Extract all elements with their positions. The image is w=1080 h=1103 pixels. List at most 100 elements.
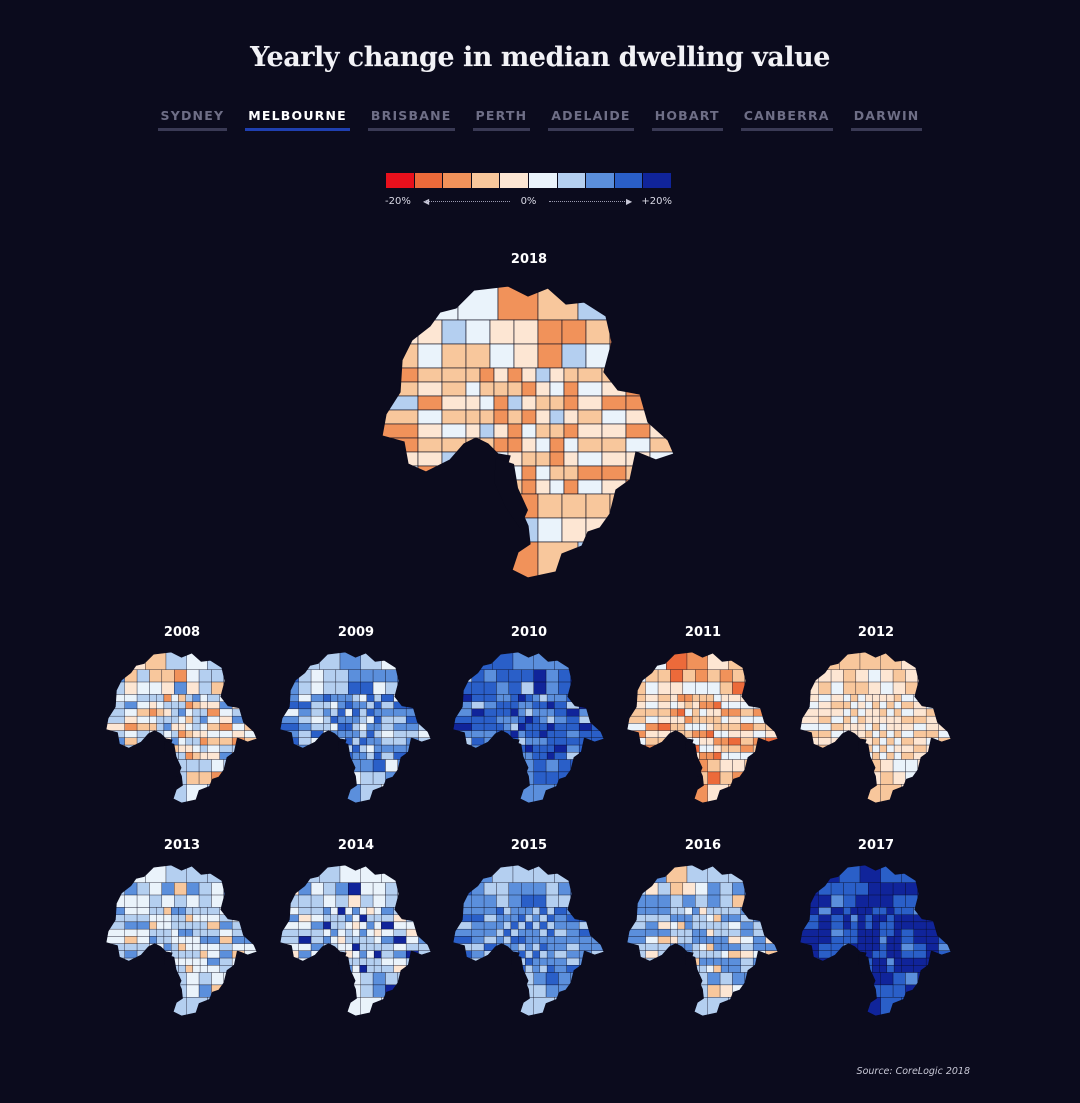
region-cell [627, 907, 646, 915]
small-map-year: 2010 [510, 625, 548, 640]
region-cell [280, 972, 299, 986]
region-cell [418, 965, 431, 973]
region-cell [657, 950, 671, 959]
region-cell [893, 752, 902, 760]
region-cell [925, 943, 939, 951]
region-cell [207, 715, 220, 724]
region-cell [521, 894, 534, 908]
legend-max-label: +20% [641, 196, 672, 207]
tab-canberra[interactable]: CANBERRA [740, 108, 833, 131]
region-cell [855, 984, 869, 998]
tab-brisbane[interactable]: BRISBANE [367, 108, 455, 131]
map-outline [381, 285, 675, 579]
region-cell [670, 771, 684, 785]
region-cell [617, 286, 659, 321]
region-cell [280, 681, 299, 695]
region-cell [670, 957, 678, 966]
region-cell [666, 997, 688, 1016]
region-cell [471, 708, 485, 717]
region-cell [453, 865, 472, 883]
region-cell [124, 936, 138, 944]
bay-shape [510, 953, 529, 991]
region-cell [503, 715, 512, 724]
region-cell [381, 730, 394, 738]
region-cell [850, 943, 859, 951]
region-cell [192, 936, 201, 944]
region-cell [800, 907, 819, 915]
region-cell [706, 730, 715, 738]
region-cell [950, 771, 951, 785]
legend-arrow-right [549, 201, 629, 202]
region-cell [417, 343, 443, 369]
region-cell [207, 907, 220, 915]
region-cell [199, 694, 208, 702]
bay-shape [684, 953, 703, 991]
tab-adelaide[interactable]: ADELAIDE [548, 108, 634, 131]
region-cell [720, 957, 729, 966]
region-cell [561, 319, 587, 345]
legend-scale [385, 172, 672, 189]
region-cell [106, 652, 125, 670]
map-outline [452, 864, 605, 1017]
tab-perth[interactable]: PERTH [472, 108, 531, 131]
region-cell [483, 965, 497, 973]
region-cell [513, 804, 534, 805]
region-cell [627, 957, 646, 966]
region-cell [165, 652, 187, 670]
region-cell [765, 701, 778, 710]
region-cell [554, 804, 575, 805]
tab-sydney[interactable]: SYDNEY [157, 108, 228, 131]
region-cell [546, 737, 555, 746]
region-cell [554, 737, 567, 746]
region-cell [645, 965, 659, 973]
region-cell [800, 997, 819, 1016]
small-map-year: 2011 [684, 625, 722, 640]
region-cell [670, 694, 678, 702]
region-cell [938, 921, 951, 930]
region-cell [670, 752, 678, 760]
region-cell [512, 997, 534, 1016]
region-cell [359, 744, 368, 753]
region-cell [219, 965, 233, 973]
region-cell [563, 479, 579, 495]
region-cell [677, 936, 686, 944]
region-cell [892, 984, 906, 998]
region-cell [533, 972, 547, 986]
region-cell [382, 465, 419, 481]
region-cell [850, 928, 859, 937]
region-cell [171, 723, 179, 731]
region-cell [720, 943, 729, 951]
tab-darwin[interactable]: DARWIN [850, 108, 923, 131]
region-cell [186, 652, 208, 670]
region-cell [905, 882, 919, 896]
region-cell [645, 950, 659, 959]
region-cell [850, 957, 859, 966]
region-cell [535, 367, 551, 383]
region-cell [310, 744, 324, 753]
region-cell [207, 701, 220, 710]
region-cell [410, 681, 431, 695]
tab-hobart[interactable]: HOBART [651, 108, 723, 131]
region-cell [699, 943, 707, 951]
region-cell [865, 914, 873, 923]
region-cell [359, 701, 368, 710]
region-cell [728, 715, 741, 724]
region-cell [185, 701, 194, 710]
region-cell [359, 921, 368, 930]
region-cell [545, 669, 559, 683]
region-cell [603, 771, 604, 785]
region-cell [713, 936, 722, 944]
region-cell [298, 715, 312, 724]
region-cell [673, 517, 674, 543]
tab-melbourne[interactable]: MELBOURNE [245, 108, 350, 131]
region-cell [830, 965, 844, 973]
region-cell [913, 928, 927, 937]
region-cell [539, 730, 548, 738]
region-cell [830, 723, 844, 731]
region-cell [563, 367, 579, 383]
region-cell [892, 669, 906, 683]
region-cell [323, 882, 337, 896]
region-cell [106, 771, 125, 785]
region-cell [382, 395, 419, 411]
region-cell [207, 730, 220, 738]
